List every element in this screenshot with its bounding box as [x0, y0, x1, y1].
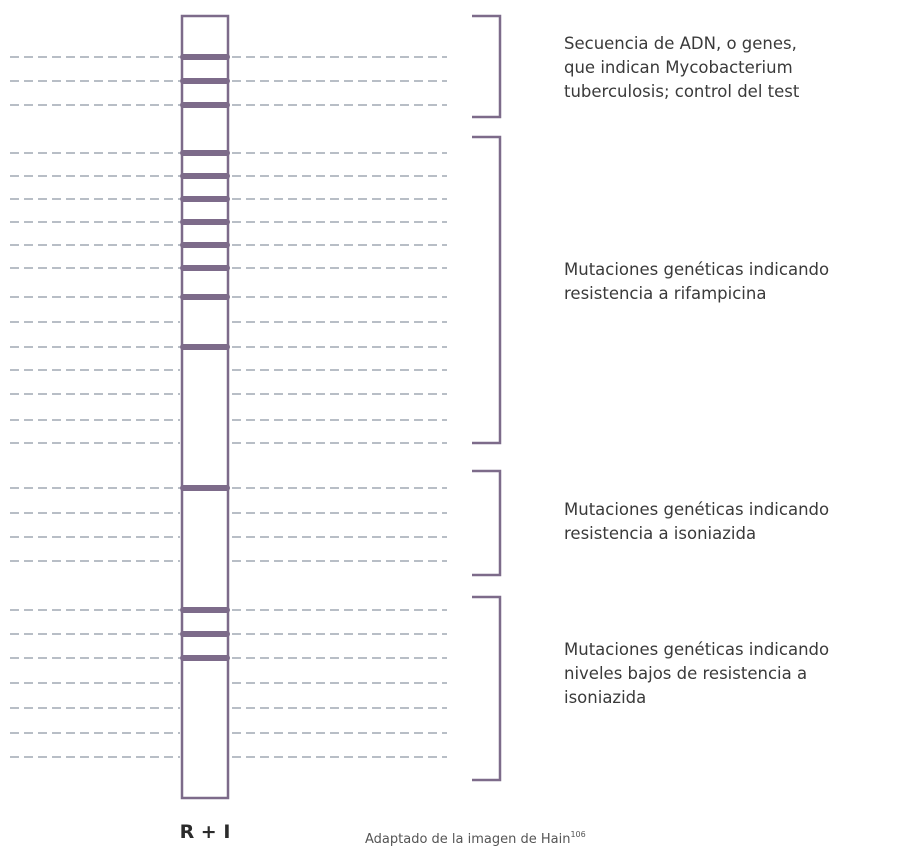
group-label-line: resistencia a rifampicina: [564, 284, 766, 303]
test-strip: [182, 16, 228, 798]
bracket: [472, 471, 500, 575]
group-label-line: tuberculosis; control del test: [564, 82, 800, 101]
group-label-line: isoniazida: [564, 688, 646, 707]
group-label-line: resistencia a isoniazida: [564, 524, 756, 543]
group-label-line: Mutaciones genéticas indicando: [564, 640, 829, 659]
group-label-line: que indican Mycobacterium: [564, 58, 793, 77]
group-label-line: Secuencia de ADN, o genes,: [564, 34, 797, 53]
group-label-line: Mutaciones genéticas indicando: [564, 260, 829, 279]
caption-text: Adaptado de la imagen de Hain: [365, 832, 570, 846]
diagram: Secuencia de ADN, o genes, que indican My…: [0, 0, 903, 846]
group-labels: Secuencia de ADN, o genes, que indican My…: [564, 34, 829, 707]
caption: Adaptado de la imagen de Hain106: [365, 830, 586, 846]
group-label-line: niveles bajos de resistencia a: [564, 664, 807, 683]
strip-label: R + I: [180, 821, 231, 843]
group-label-line: Mutaciones genéticas indicando: [564, 500, 829, 519]
brackets: [472, 16, 500, 780]
bracket: [472, 16, 500, 117]
caption-ref: 106: [570, 830, 585, 839]
bracket: [472, 597, 500, 780]
bracket: [472, 137, 500, 443]
